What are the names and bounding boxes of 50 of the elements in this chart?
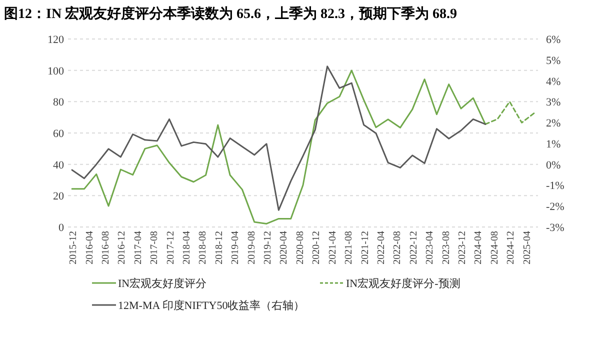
- x-tick-label: 2018-04: [182, 231, 192, 264]
- x-tick-label: 2022-08: [392, 231, 404, 264]
- x-tick-label: 2021-12: [360, 231, 371, 264]
- y2-tick-label: 5%: [546, 54, 561, 67]
- y2-tick-label: 3%: [546, 96, 561, 109]
- x-tick-label: 2016-04: [84, 231, 96, 264]
- x-tick-label: 2023-12: [457, 231, 468, 264]
- x-tick-label: 2017-04: [132, 231, 144, 264]
- legend-label: IN宏观友好度评分-预测: [346, 277, 460, 290]
- x-tick-label: 2015-12: [68, 231, 80, 264]
- x-tick-label: 2020-08: [294, 231, 306, 264]
- x-tick-label: 2018-08: [198, 231, 209, 264]
- x-tick-label: 2018-12: [214, 231, 225, 264]
- y2-tick-label: 4%: [546, 76, 561, 88]
- y-tick-label: 0: [58, 222, 64, 234]
- x-tick-label: 2020-04: [278, 231, 290, 264]
- y-tick-label: 60: [53, 128, 64, 140]
- legend-label: 12M-MA 印度NIFTY50收益率（右轴）: [118, 299, 305, 312]
- x-tick-label: 2023-08: [440, 231, 452, 264]
- x-tick-label: 2021-04: [327, 231, 338, 264]
- y2-tick-label: 0%: [546, 159, 561, 172]
- y-tick-label: 40: [53, 159, 64, 172]
- y2-tick-label: -3%: [546, 222, 564, 234]
- x-tick-label: 2017-12: [165, 231, 176, 264]
- y-tick-label: 80: [53, 96, 64, 109]
- x-tick-label: 2024-04: [473, 231, 484, 264]
- y-tick-label: 100: [48, 65, 64, 78]
- x-tick-label: 2017-08: [149, 231, 160, 264]
- y2-tick-label: 2%: [546, 118, 561, 130]
- x-tick-label: 2022-12: [408, 231, 420, 264]
- x-tick-label: 2019-08: [246, 231, 258, 264]
- x-tick-label: 2016-12: [116, 231, 128, 264]
- y2-tick-label: 1%: [546, 138, 561, 150]
- x-tick-label: 2020-12: [311, 231, 322, 264]
- y-tick-label: 20: [53, 190, 64, 203]
- x-tick-label: 2016-08: [100, 231, 112, 264]
- y-tick-label: 120: [48, 34, 64, 46]
- x-tick-label: 2023-04: [424, 231, 436, 264]
- y2-tick-label: -1%: [546, 180, 564, 192]
- x-tick-label: 2025-04: [522, 231, 533, 264]
- legend-label: IN宏观友好度评分: [118, 277, 207, 290]
- x-tick-label: 2024-12: [506, 231, 517, 264]
- x-tick-label: 2019-04: [230, 231, 242, 264]
- chart-title: 图12：IN 宏观友好度评分本季读数为 65.6，上季为 82.3，预期下季为 68.9: [4, 5, 458, 22]
- y2-tick-label: -2%: [546, 201, 564, 214]
- x-tick-label: 2022-04: [376, 231, 387, 264]
- x-tick-label: 2021-08: [344, 231, 355, 264]
- y2-tick-label: 6%: [546, 34, 561, 46]
- x-tick-label: 2019-12: [262, 231, 274, 264]
- x-tick-label: 2024-08: [489, 231, 500, 264]
